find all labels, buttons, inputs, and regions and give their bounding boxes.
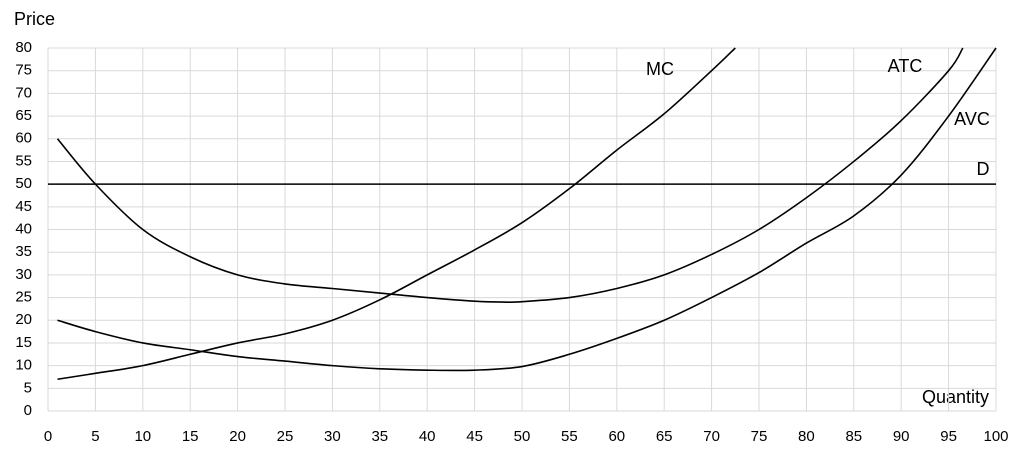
y-tick-label: 75 <box>15 62 32 79</box>
x-tick-label: 90 <box>893 428 910 445</box>
x-tick-label: 0 <box>44 428 52 445</box>
x-tick-label: 5 <box>91 428 99 445</box>
y-tick-label: 25 <box>15 289 32 306</box>
x-tick-label: 70 <box>703 428 720 445</box>
x-tick-label: 55 <box>561 428 578 445</box>
x-tick-label: 100 <box>983 428 1008 445</box>
y-tick-label: 35 <box>15 243 32 260</box>
curve-label: AVC <box>954 109 990 129</box>
x-tick-label: 25 <box>277 428 294 445</box>
x-tick-label: 45 <box>466 428 483 445</box>
y-tick-label: 20 <box>15 311 32 328</box>
y-tick-label: 15 <box>15 334 32 351</box>
y-tick-label: 45 <box>15 198 32 215</box>
y-tick-label: 0 <box>24 402 32 419</box>
y-tick-label: 60 <box>15 130 32 147</box>
x-tick-label: 75 <box>751 428 768 445</box>
x-tick-label: 20 <box>229 428 246 445</box>
x-tick-label: 15 <box>182 428 199 445</box>
x-tick-label: 80 <box>798 428 815 445</box>
x-axis-label: Quantity <box>922 387 989 407</box>
y-tick-label: 40 <box>15 220 32 237</box>
curve-label: ATC <box>888 56 923 76</box>
y-axis-label: Price <box>14 9 55 29</box>
x-tick-label: 30 <box>324 428 341 445</box>
y-tick-label: 65 <box>15 107 32 124</box>
y-tick-label: 10 <box>15 357 32 374</box>
x-tick-label: 95 <box>940 428 957 445</box>
x-tick-label: 85 <box>845 428 862 445</box>
y-tick-label: 30 <box>15 266 32 283</box>
y-tick-label: 55 <box>15 152 32 169</box>
x-tick-label: 10 <box>134 428 151 445</box>
curve-label: MC <box>646 59 674 79</box>
y-tick-label: 50 <box>15 175 32 192</box>
x-tick-label: 65 <box>656 428 673 445</box>
curve-label: D <box>977 159 990 179</box>
x-tick-label: 35 <box>371 428 388 445</box>
curve <box>56 47 964 303</box>
y-tick-label: 80 <box>15 39 32 56</box>
x-tick-label: 50 <box>514 428 531 445</box>
curve <box>57 47 736 381</box>
curve <box>57 47 997 372</box>
x-tick-label: 40 <box>419 428 436 445</box>
y-tick-label: 70 <box>15 84 32 101</box>
x-tick-label: 60 <box>608 428 625 445</box>
y-tick-label: 5 <box>24 379 32 396</box>
